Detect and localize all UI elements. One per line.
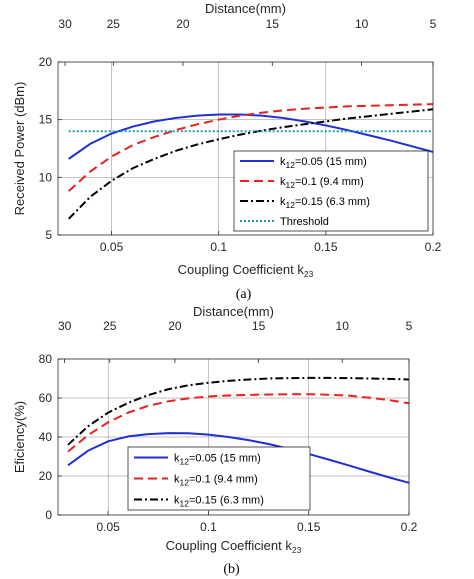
- x-tick-label: 0.05: [96, 520, 120, 534]
- y-tick-label: 15: [39, 113, 53, 127]
- top-tick-label: 15: [266, 17, 280, 31]
- legend-label-1: k12=0.05 (15 mm): [280, 156, 367, 170]
- top-tick-label: 10: [336, 319, 350, 333]
- series-line-3: [67, 376, 410, 446]
- series-line-2: [68, 103, 434, 192]
- top-tick-label: 15: [252, 319, 266, 333]
- y-tick-label: 40: [39, 430, 53, 444]
- y-tick-label: 20: [39, 469, 53, 483]
- y-tick-label: 60: [39, 391, 53, 405]
- top-tick-label: 25: [103, 319, 117, 333]
- y-axis-label: Eficiency(%): [12, 401, 27, 473]
- series-line-1: [67, 432, 410, 484]
- top-tick-label: 5: [430, 17, 437, 31]
- y-tick-label: 20: [39, 55, 53, 69]
- top-tick-label: 30: [58, 319, 72, 333]
- figure-caption: (a): [236, 287, 252, 302]
- x-tick-label: 0.15: [297, 520, 321, 534]
- legend-label-2: k12=0.1 (9.4 mm): [174, 474, 258, 488]
- x-tick-label: 0.2: [425, 240, 442, 254]
- legend-label-4: Threshold: [280, 216, 329, 228]
- legend-label-3: k12=0.15 (6.3 mm): [280, 196, 370, 210]
- series-line-2: [67, 393, 410, 453]
- legend-box: [233, 150, 429, 232]
- x-tick-label: 0.1: [200, 520, 217, 534]
- chart-received-power: 0.05 0.1 0.15 0.2 5 10 15 20 30 25 20 15 10 5 Distance…: [12, 1, 442, 302]
- legend-label-3: k12=0.15 (6.3 mm): [174, 495, 264, 509]
- top-tick-label: 30: [58, 17, 72, 31]
- y-tick-label: 10: [39, 170, 53, 184]
- axes-box: [57, 61, 434, 236]
- x-axis-label: Coupling Coefficient k23: [178, 262, 314, 279]
- x-tick-label: 0.2: [401, 520, 418, 534]
- x-tick-label: 0.15: [314, 240, 338, 254]
- top-tick-label: 25: [107, 17, 121, 31]
- y-tick-label: 5: [45, 228, 52, 242]
- figure-caption: (b): [223, 562, 240, 577]
- legend-label-1: k12=0.05 (15 mm): [174, 453, 261, 467]
- y-tick-label: 0: [45, 508, 52, 522]
- top-tick-label: 20: [168, 319, 182, 333]
- top-axis-label: Distance(mm): [193, 304, 274, 319]
- legend-label-2: k12=0.1 (9.4 mm): [280, 176, 364, 190]
- top-axis-label: Distance(mm): [205, 1, 286, 16]
- top-tick-label: 5: [406, 319, 413, 333]
- y-axis-label: Received Power (dBm): [12, 82, 27, 216]
- top-tick-label: 10: [355, 17, 369, 31]
- chart-efficiency: 0.05 0.1 0.15 0.2 0 20 40 60 80 30 25 20 15 10 5 Distan…: [12, 304, 418, 577]
- x-axis-label: Coupling Coefficient k23: [166, 538, 302, 555]
- y-tick-label: 80: [39, 352, 53, 366]
- x-tick-label: 0.05: [100, 240, 124, 254]
- top-tick-label: 20: [176, 17, 190, 31]
- x-tick-label: 0.1: [210, 240, 227, 254]
